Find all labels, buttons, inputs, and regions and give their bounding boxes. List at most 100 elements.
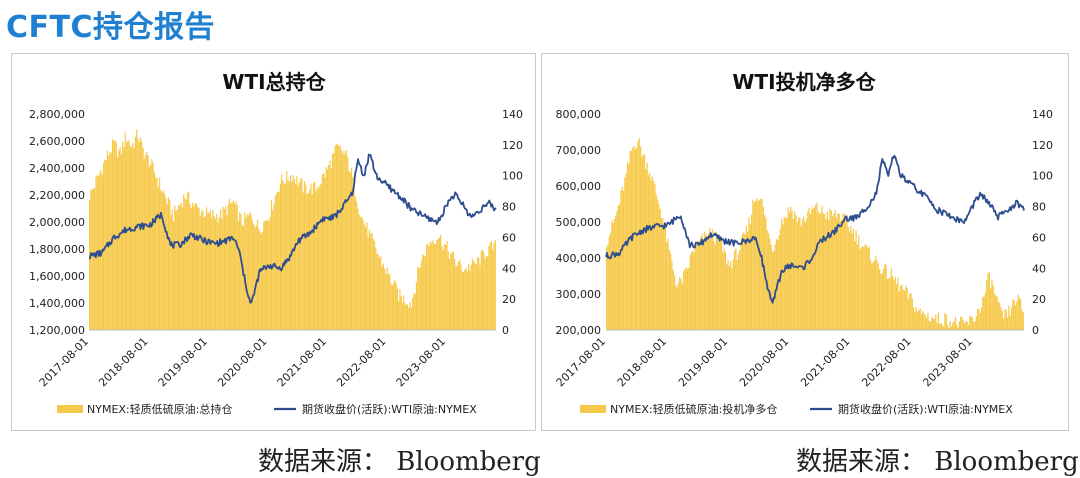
- bar: [482, 249, 484, 330]
- bar: [390, 283, 392, 330]
- y-left-tick-label: 2,600,000: [29, 135, 85, 148]
- source-note: 数据来源： Bloomberg: [796, 447, 1079, 477]
- bar: [303, 181, 306, 330]
- bar: [629, 150, 631, 330]
- bar: [204, 216, 206, 330]
- bar: [987, 272, 989, 330]
- bar: [417, 267, 419, 330]
- bar: [784, 217, 787, 330]
- bar: [312, 183, 315, 330]
- y-left-tick-label: 2,800,000: [29, 108, 85, 121]
- bar: [179, 205, 181, 330]
- bar: [734, 250, 736, 330]
- bar: [907, 299, 909, 330]
- bar: [284, 183, 287, 330]
- bar: [633, 145, 635, 330]
- bar: [148, 167, 150, 330]
- bar: [649, 172, 651, 330]
- bar: [720, 239, 723, 330]
- bar: [314, 181, 316, 330]
- bar: [656, 199, 659, 330]
- y-right-tick-label: 60: [1032, 231, 1046, 244]
- bar: [494, 239, 496, 330]
- bar: [190, 208, 192, 330]
- bar: [120, 153, 123, 330]
- bar: [223, 209, 226, 330]
- legend-label: NYMEX:轻质低硫原油:投机净多仓: [610, 402, 777, 416]
- bar: [301, 179, 303, 330]
- bar: [153, 172, 156, 330]
- bar: [873, 260, 876, 330]
- bar: [959, 316, 962, 330]
- bar: [732, 259, 734, 330]
- bar: [892, 276, 894, 330]
- bar: [862, 246, 864, 330]
- bar: [181, 207, 184, 330]
- bar: [809, 214, 812, 330]
- bar: [129, 145, 131, 330]
- bar: [666, 242, 668, 330]
- bar: [700, 237, 702, 330]
- bar: [740, 238, 742, 330]
- bar: [245, 217, 247, 330]
- bar: [831, 216, 834, 330]
- bar: [858, 234, 860, 330]
- bar: [167, 197, 170, 330]
- bar: [387, 274, 390, 330]
- bar: [966, 321, 968, 330]
- bar: [476, 256, 479, 330]
- bar: [778, 235, 780, 330]
- y-right-tick-label: 20: [502, 293, 516, 306]
- bar: [180, 202, 182, 330]
- bar: [160, 189, 162, 330]
- bar: [419, 267, 421, 330]
- bar: [835, 217, 838, 330]
- y-left-tick-label: 800,000: [556, 108, 602, 121]
- bar: [343, 150, 345, 330]
- bar: [728, 266, 731, 330]
- bar: [781, 218, 783, 330]
- bar: [984, 292, 987, 330]
- bar: [184, 198, 186, 330]
- bar: [650, 180, 652, 330]
- bar: [213, 215, 215, 330]
- bar: [714, 244, 716, 330]
- bar: [399, 289, 401, 330]
- y-left-tick-label: 500,000: [556, 216, 602, 229]
- bar: [233, 203, 236, 330]
- bar: [664, 225, 667, 330]
- bar: [886, 278, 889, 330]
- y-right-tick-label: 40: [1032, 262, 1046, 275]
- bar: [766, 230, 768, 330]
- bar: [344, 153, 346, 330]
- bar: [1004, 309, 1006, 330]
- bar: [1003, 318, 1005, 330]
- bar: [275, 193, 278, 330]
- bar: [868, 246, 870, 330]
- bar: [1020, 299, 1022, 330]
- bar: [841, 219, 843, 330]
- legend-label: 期货收盘价(活跃):WTI原油:NYMEX: [302, 402, 477, 416]
- bar: [487, 256, 489, 330]
- bar: [200, 211, 203, 330]
- bar: [808, 208, 810, 330]
- y-left-tick-label: 1,600,000: [29, 270, 85, 283]
- bar: [856, 244, 859, 330]
- bar: [745, 225, 748, 330]
- bar: [978, 308, 980, 330]
- bar: [118, 150, 120, 330]
- y-right-tick-label: 60: [502, 231, 516, 244]
- bar: [331, 153, 334, 330]
- bar: [286, 170, 288, 330]
- bar: [376, 253, 378, 330]
- bar: [795, 215, 797, 330]
- bar: [941, 324, 943, 330]
- bar: [427, 243, 429, 330]
- bar: [403, 295, 405, 330]
- bar: [864, 244, 866, 330]
- bar: [396, 288, 398, 330]
- bar: [158, 177, 161, 330]
- bar: [264, 220, 266, 330]
- bar: [406, 304, 409, 330]
- bar: [282, 180, 284, 330]
